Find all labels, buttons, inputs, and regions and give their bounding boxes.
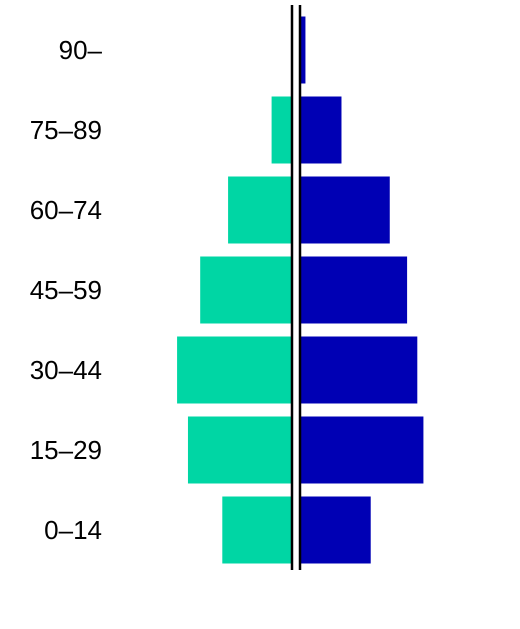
bar-left-0–14: [222, 496, 292, 564]
bar-right-15–29: [300, 416, 424, 484]
age-label-45–59: 45–59: [30, 275, 102, 305]
bars: [177, 16, 424, 564]
age-label-30–44: 30–44: [30, 355, 102, 385]
age-label-90–: 90–: [59, 35, 103, 65]
bar-right-30–44: [300, 336, 418, 404]
bar-right-75–89: [300, 96, 342, 164]
bar-left-60–74: [228, 176, 292, 244]
age-label-75–89: 75–89: [30, 115, 102, 145]
bar-left-15–29: [187, 416, 292, 484]
x-tick-labels: 100 000100 000: [0, 595, 520, 625]
bar-right-60–74: [300, 176, 390, 244]
bar-right-45–59: [300, 256, 408, 324]
age-group-labels: 0–14 15–29 30–44 45–59 60–74 75–89 90–: [30, 35, 103, 545]
age-label-15–29: 15–29: [30, 435, 102, 465]
bar-right-90–: [300, 16, 306, 84]
bar-left-45–59: [200, 256, 292, 324]
bar-right-0–14: [300, 496, 371, 564]
center-axes: [290, 5, 302, 570]
bar-left-75–89: [271, 96, 292, 164]
bar-left-30–44: [177, 336, 292, 404]
age-label-0–14: 0–14: [44, 515, 102, 545]
age-label-60–74: 60–74: [30, 195, 102, 225]
